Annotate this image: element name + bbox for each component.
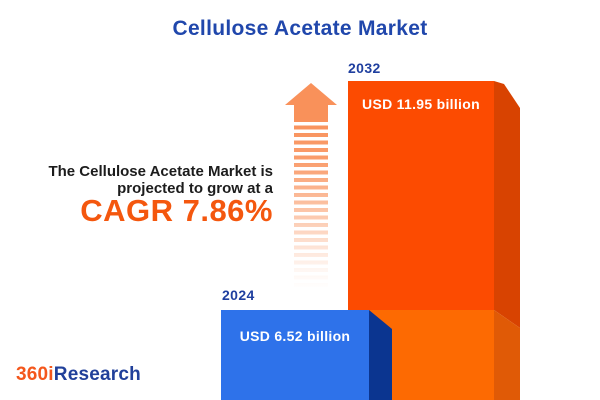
bar-2032-year-label: 2032 [348,60,381,76]
bar-2024-value-label: USD 6.52 billion [239,328,351,344]
logo-360i: 360i [16,364,54,385]
logo-research: Research [53,364,141,385]
bar-2024-side [369,310,392,400]
bar-2024-front [221,310,369,400]
bar-2032-side-top [494,81,520,328]
description-line-2: projected to grow at a [117,180,273,197]
page-title: Cellulose Acetate Market [172,17,428,40]
bar-2032-side-bottom [494,310,520,400]
bar-2032-front-top [348,81,494,310]
arrow-up-neck-icon [294,104,328,118]
company-logo: 360iResearch [16,364,141,386]
description-text: The Cellulose Acetate Market is projecte… [20,163,273,226]
arrow-up-striped-tail-icon [294,118,328,290]
description-line-1: The Cellulose Acetate Market is [48,163,273,180]
bar-2024-year-label: 2024 [222,287,255,303]
bar-2032-value-label: USD 11.95 billion [362,96,480,112]
